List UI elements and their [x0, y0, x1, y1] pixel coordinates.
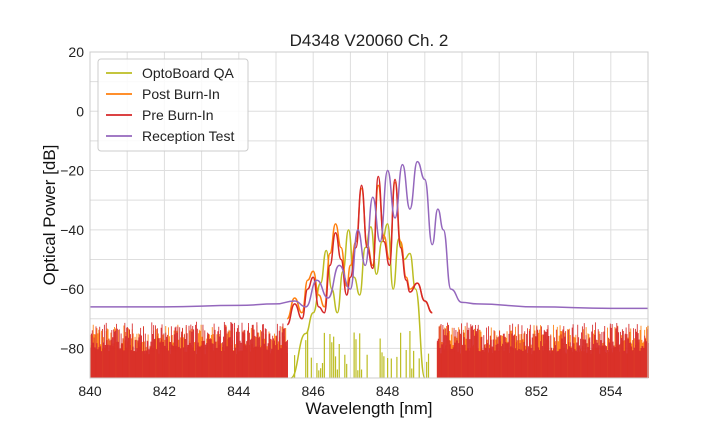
noise-optoboard-qa	[294, 330, 430, 378]
y-tick-label: 0	[76, 103, 84, 119]
legend-label: Pre Burn-In	[142, 107, 214, 123]
y-tick-label: 20	[68, 44, 84, 60]
y-tick-label: −40	[60, 222, 84, 238]
x-tick-labels: 840 842 844 846 848 850 852 854	[78, 383, 622, 399]
x-tick-label: 842	[153, 383, 177, 399]
x-tick-label: 852	[525, 383, 549, 399]
plot-frame	[89, 51, 649, 379]
y-tick-label: −80	[60, 340, 84, 356]
x-tick-label: 840	[78, 383, 102, 399]
legend-box	[97, 58, 249, 152]
legend-label: Post Burn-In	[142, 86, 220, 102]
x-tick-label: 848	[376, 383, 400, 399]
chart-title: D4348 V20060 Ch. 2	[290, 31, 449, 50]
x-tick-label: 844	[227, 383, 251, 399]
y-tick-label: −60	[60, 281, 84, 297]
y-tick-labels: 20 0 −20 −40 −60 −80	[60, 44, 84, 356]
noise-floor	[90, 321, 649, 378]
series-line-reception-test	[90, 160, 648, 310]
x-tick-label: 846	[302, 383, 326, 399]
legend: OptoBoard QA Post Burn-In Pre Burn-In Recep…	[97, 58, 249, 152]
x-axis-label: Wavelength [nm]	[306, 399, 433, 418]
y-axis-label: Optical Power [dB]	[40, 145, 59, 286]
x-tick-label: 850	[450, 383, 474, 399]
y-tick-label: −20	[60, 163, 84, 179]
noise-pre-burn-in	[90, 321, 649, 378]
x-tick-label: 854	[599, 383, 623, 399]
legend-label: Reception Test	[142, 128, 234, 144]
series-lines	[90, 160, 648, 379]
legend-label: OptoBoard QA	[142, 65, 234, 81]
